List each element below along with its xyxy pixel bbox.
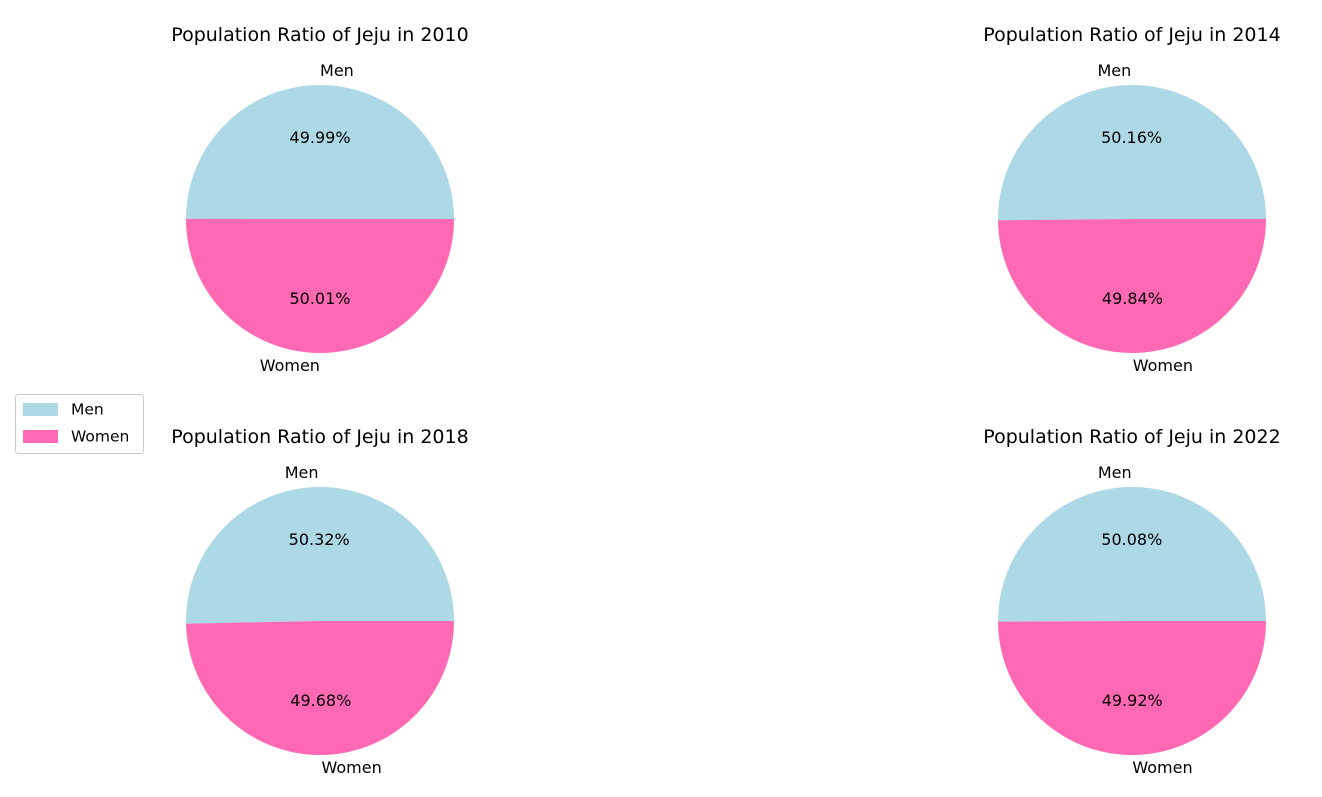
slice-percentage-label: 50.01% bbox=[289, 289, 350, 308]
pie-slice-men bbox=[997, 84, 1266, 221]
pie-slice-women bbox=[186, 218, 454, 354]
slice-percentage-label: 50.08% bbox=[1101, 530, 1162, 549]
slice-label: Women bbox=[1133, 356, 1193, 375]
pie-slice-men bbox=[997, 486, 1266, 622]
pie-slice-men bbox=[186, 85, 454, 220]
slice-percentage-label: 50.32% bbox=[289, 530, 350, 549]
legend-label: Women bbox=[71, 428, 129, 446]
chart-title: Population Ratio of Jeju in 2022 bbox=[983, 426, 1280, 448]
slice-label: Men bbox=[285, 463, 319, 482]
legend-label: Men bbox=[71, 401, 104, 419]
slice-label: Women bbox=[321, 758, 381, 777]
slice-percentage-label: 50.16% bbox=[1101, 128, 1162, 147]
slice-label: Women bbox=[260, 356, 320, 375]
chart-title: Population Ratio of Jeju in 2010 bbox=[171, 24, 468, 46]
pie-slice-women bbox=[998, 219, 1266, 353]
chart-title: Population Ratio of Jeju in 2014 bbox=[983, 24, 1280, 46]
slice-label: Women bbox=[1132, 758, 1192, 777]
legend-swatch-women bbox=[23, 430, 58, 443]
pie-slice-women bbox=[998, 621, 1266, 755]
pie-slice-men bbox=[185, 486, 454, 624]
slice-label: Men bbox=[1097, 61, 1131, 80]
slice-percentage-label: 49.84% bbox=[1102, 289, 1163, 308]
slice-percentage-label: 49.68% bbox=[290, 691, 351, 710]
pie-slice-women bbox=[186, 621, 454, 755]
slice-label: Men bbox=[1098, 463, 1132, 482]
legend-swatch-men bbox=[23, 403, 58, 416]
slice-label: Men bbox=[320, 61, 354, 80]
slice-percentage-label: 49.92% bbox=[1102, 691, 1163, 710]
chart-title: Population Ratio of Jeju in 2018 bbox=[171, 426, 468, 448]
slice-percentage-label: 49.99% bbox=[290, 128, 351, 147]
